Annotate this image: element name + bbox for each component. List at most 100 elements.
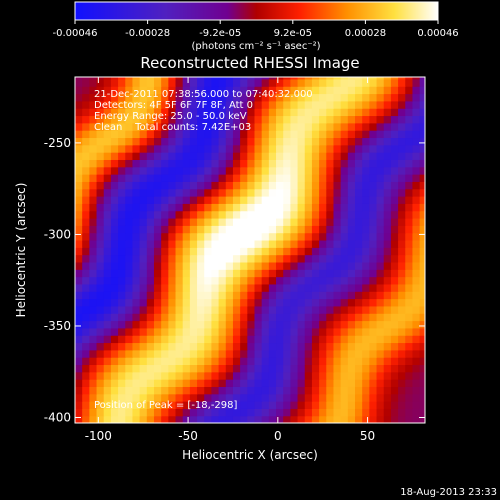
heatmap-cell	[333, 386, 342, 395]
heatmap-cell	[197, 269, 205, 278]
heatmap-cell	[189, 320, 198, 329]
heatmap-cell	[204, 77, 213, 80]
heatmap-cell	[139, 408, 148, 417]
heatmap-cell	[232, 313, 241, 322]
heatmap-cell	[398, 393, 406, 402]
heatmap-cell	[182, 342, 191, 351]
heatmap-cell	[161, 239, 169, 248]
heatmap-cell	[132, 342, 141, 351]
heatmap-cell	[146, 166, 155, 175]
heatmap-cell	[197, 386, 205, 395]
heatmap-cell	[232, 261, 241, 270]
heatmap-cell	[240, 357, 248, 366]
heatmap-cell	[225, 364, 234, 373]
heatmap-cell	[276, 342, 284, 351]
heatmap-cell	[362, 210, 370, 219]
heatmap-cell	[412, 232, 421, 241]
heatmap-cell	[132, 313, 141, 322]
heatmap-cell	[247, 217, 256, 226]
heatmap-cell	[390, 261, 399, 270]
heatmap-cell	[283, 115, 291, 124]
heatmap-cell	[311, 386, 320, 395]
heatmap-cell	[297, 305, 306, 314]
heatmap-cell	[225, 342, 234, 351]
heatmap-cell	[276, 100, 284, 109]
heatmap-cell	[125, 408, 134, 417]
colorbar-unit-label: (photons cm⁻² s⁻¹ asec⁻²)	[191, 41, 320, 52]
heatmap-cell	[283, 152, 291, 160]
heatmap-cell	[276, 93, 284, 102]
heatmap-cell	[132, 393, 141, 402]
heatmap-cell	[211, 269, 220, 278]
heatmap-cell	[319, 232, 327, 241]
heatmap-cell	[283, 298, 291, 307]
heatmap-cell	[333, 78, 342, 87]
heatmap-cell	[118, 393, 126, 402]
heatmap-cell	[103, 261, 112, 270]
heatmap-cell	[125, 379, 134, 387]
heatmap-cell	[89, 144, 98, 153]
heatmap-cell	[118, 254, 126, 263]
heatmap-cell	[297, 247, 306, 256]
heatmap-cell	[189, 166, 198, 175]
heatmap-cell	[319, 93, 327, 102]
heatmap-cell	[232, 77, 241, 80]
heatmap-cell	[182, 137, 191, 146]
heatmap-cell	[211, 232, 220, 241]
heatmap-cell	[225, 137, 234, 146]
heatmap-cell	[283, 254, 291, 263]
heatmap-cell	[132, 327, 141, 336]
heatmap-cell	[304, 130, 313, 139]
heatmap-cell	[82, 115, 90, 124]
heatmap-cell	[168, 108, 177, 117]
heatmap-cell	[96, 291, 105, 300]
heatmap-cell	[326, 159, 335, 168]
heatmap-cell	[333, 335, 342, 344]
heatmap-cell	[398, 174, 406, 182]
heatmap-cell	[347, 254, 356, 263]
heatmap-cell	[118, 181, 126, 190]
heatmap-cell	[398, 225, 406, 234]
heatmap-cell	[268, 371, 277, 380]
y-axis-label: Heliocentric Y (arcsec)	[14, 183, 28, 318]
heatmap-cell	[347, 320, 356, 329]
heatmap-cell	[333, 181, 342, 190]
heatmap-cell	[153, 379, 162, 387]
heatmap-cell	[261, 77, 270, 80]
heatmap-cell	[161, 401, 169, 409]
heatmap-cell	[75, 78, 83, 87]
heatmap-cell	[153, 217, 162, 226]
heatmap-cell	[132, 86, 141, 95]
heatmap-cell	[197, 276, 205, 285]
heatmap-cell	[383, 379, 392, 387]
heatmap-cell	[118, 217, 126, 226]
heatmap-cell	[419, 276, 425, 285]
heatmap-cell	[390, 254, 399, 263]
heatmap-cell	[139, 357, 148, 366]
heatmap-cell	[254, 247, 263, 256]
heatmap-cell	[240, 408, 248, 417]
heatmap-cell	[398, 335, 406, 344]
heatmap-cell	[89, 379, 98, 387]
heatmap-cell	[304, 100, 313, 109]
heatmap-cell	[110, 166, 119, 175]
heatmap-cell	[168, 232, 177, 241]
heatmap-cell	[326, 276, 335, 285]
heatmap-cell	[96, 283, 105, 292]
heatmap-cell	[225, 210, 234, 219]
heatmap-cell	[333, 291, 342, 300]
heatmap-cell	[103, 291, 112, 300]
heatmap-cell	[297, 159, 306, 168]
heatmap-cell	[197, 349, 205, 358]
heatmap-cell	[419, 342, 425, 351]
heatmap-cell	[347, 108, 356, 117]
heatmap-cell	[247, 203, 256, 212]
heatmap-cell	[311, 298, 320, 307]
heatmap-cell	[362, 335, 370, 344]
heatmap-cell	[304, 159, 313, 168]
heatmap-cell	[268, 232, 277, 241]
heatmap-cell	[168, 78, 177, 87]
heatmap-cell	[290, 298, 299, 307]
heatmap-cell	[347, 77, 356, 80]
heatmap-cell	[304, 342, 313, 351]
